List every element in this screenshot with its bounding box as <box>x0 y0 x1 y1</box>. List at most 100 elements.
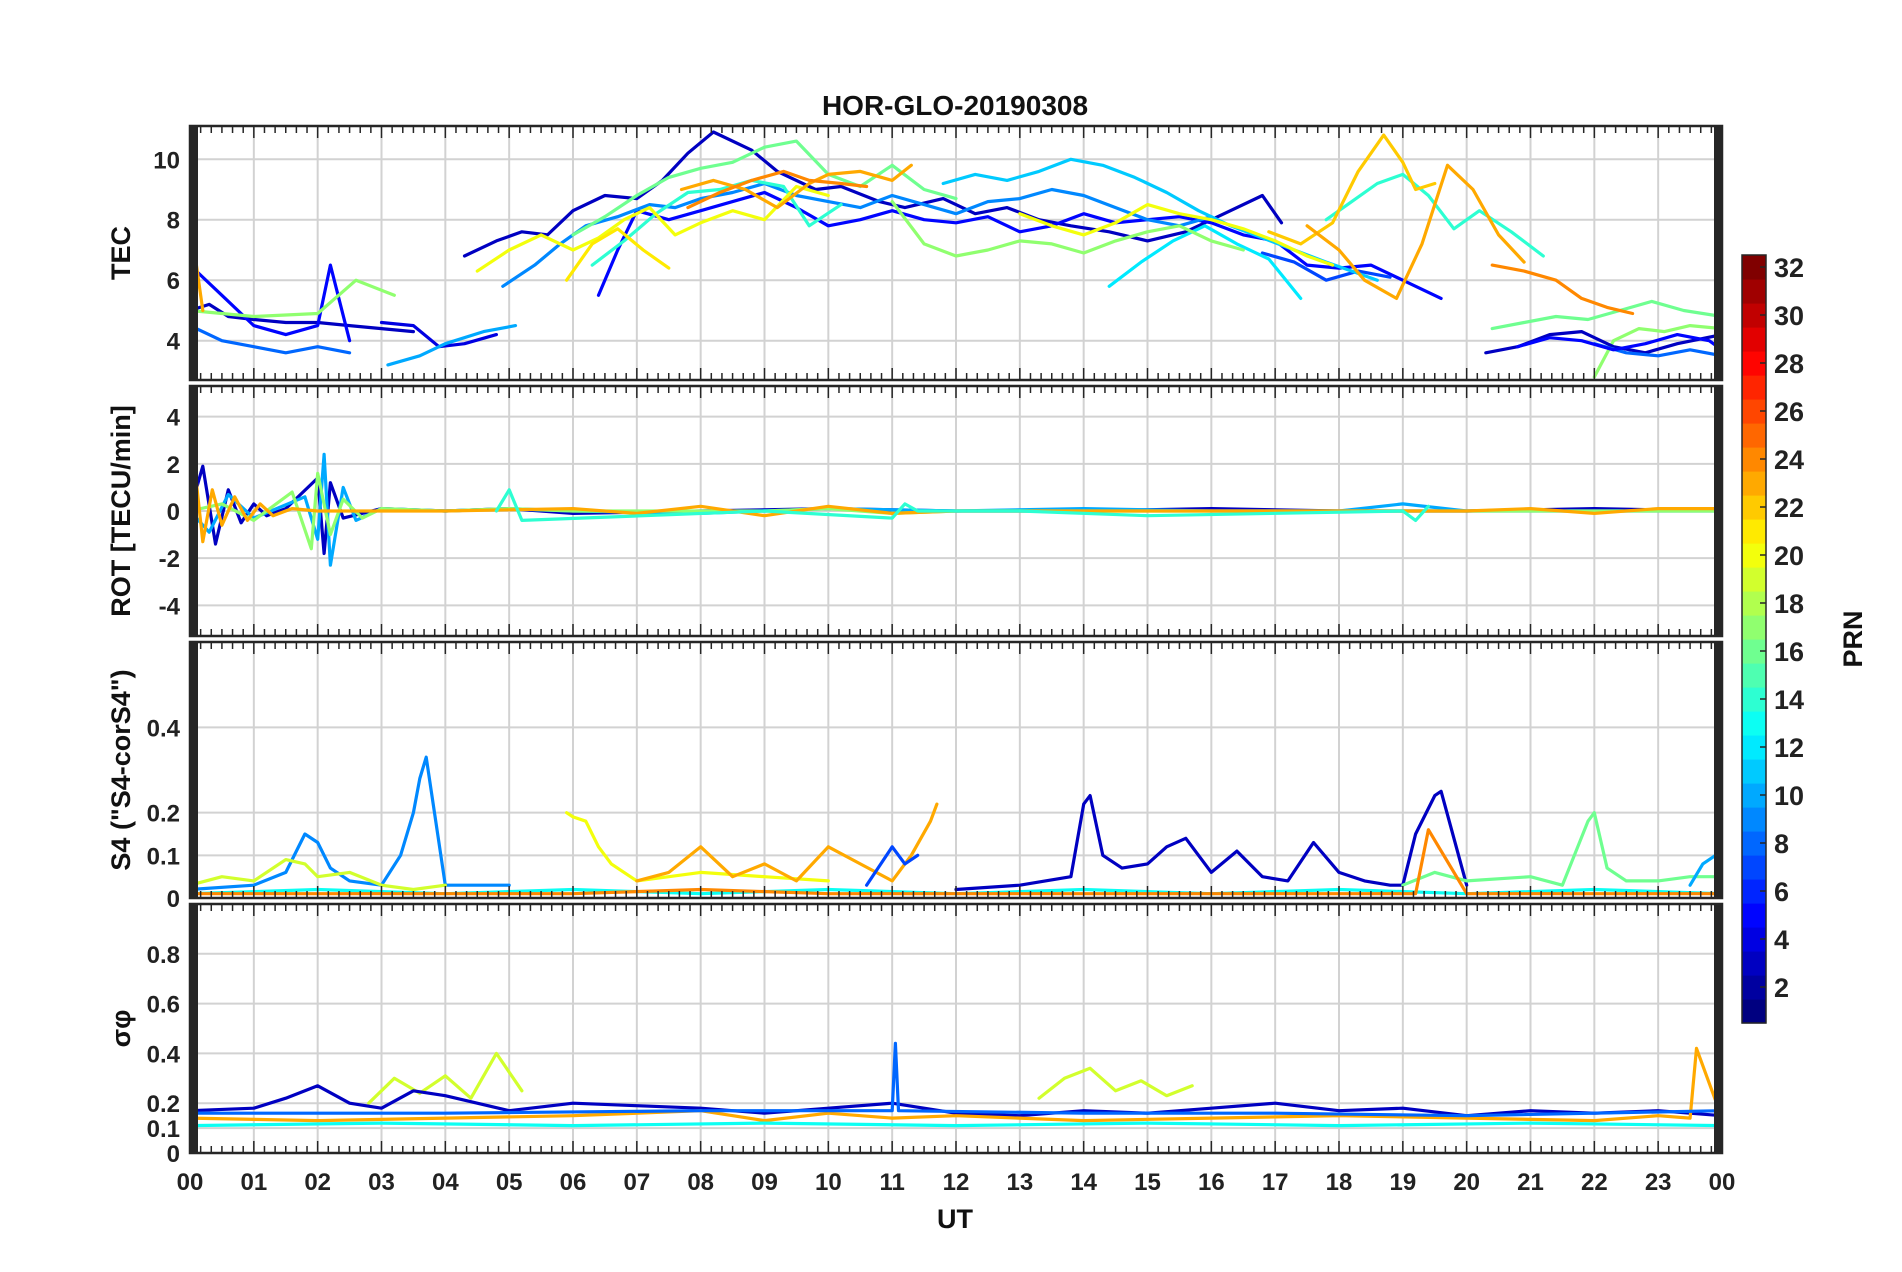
series-prn-19 <box>1037 1066 1194 1100</box>
series-prn-3 <box>462 130 1284 258</box>
x-axis: 00 01 02 03 04 05 06 07 08 09 10 11 12 13 14 15 16 17 18 19… <box>177 1169 1736 1196</box>
series-prn-16 <box>571 139 958 237</box>
series-prn-3 <box>190 1084 1722 1118</box>
colorbar-segment <box>1742 471 1766 496</box>
series-prn-16 <box>1490 299 1722 331</box>
colorbar-tick-label: 30 <box>1774 301 1804 331</box>
series-prn-5 <box>1516 333 1722 352</box>
series-prn-8 <box>190 324 352 355</box>
colorbar-segment <box>1742 951 1766 976</box>
axis-edge-left <box>190 642 198 898</box>
series-prn-19 <box>367 1051 524 1105</box>
series-group <box>190 1041 1722 1128</box>
colorbar-tick-label: 12 <box>1774 733 1804 763</box>
x-tick-label: 21 <box>1517 1169 1544 1196</box>
y-tick-label: -2 <box>159 546 180 573</box>
colorbar-tick-label: 22 <box>1774 493 1804 523</box>
axis-edge-right <box>1714 904 1722 1153</box>
x-tick-label: 00 <box>177 1169 204 1196</box>
colorbar-segment <box>1742 807 1766 832</box>
x-tick-label: 12 <box>943 1169 970 1196</box>
series-prn-24 <box>1490 263 1635 316</box>
colorbar-tick-label: 18 <box>1774 589 1804 619</box>
series-prn-5 <box>190 263 352 343</box>
x-tick-label: 06 <box>560 1169 587 1196</box>
x-tick-label: 14 <box>1070 1169 1097 1196</box>
x-tick-label: 03 <box>368 1169 395 1196</box>
colorbar-segment <box>1742 519 1766 544</box>
colorbar-segment <box>1742 615 1766 640</box>
series-prn-23 <box>1305 163 1526 300</box>
series-prn-17 <box>890 200 1245 258</box>
chart-title: HOR-GLO-20190308 <box>822 90 1088 121</box>
colorbar-tick-label: 28 <box>1774 349 1804 379</box>
colorbar-tick-label: 14 <box>1774 685 1804 715</box>
series-prn-3 <box>190 302 415 334</box>
axis-edge-left <box>190 904 198 1153</box>
x-tick-label: 17 <box>1262 1169 1289 1196</box>
colorbar-tick-label: 16 <box>1774 637 1804 667</box>
colorbar-tick-label: 20 <box>1774 541 1804 571</box>
y-tick-label: 10 <box>153 147 180 174</box>
colorbar-segment <box>1742 999 1766 1024</box>
series-group <box>190 452 1722 567</box>
y-tick-label: 0.1 <box>147 843 180 870</box>
axis-edge-left <box>190 126 198 380</box>
colorbar-segment <box>1742 375 1766 400</box>
series-prn-5 <box>596 190 1443 300</box>
x-tick-label: 22 <box>1581 1169 1608 1196</box>
series-prn-7 <box>864 845 920 887</box>
y-axis-label: TEC <box>106 226 136 280</box>
y-tick-label: 6 <box>167 268 180 295</box>
x-tick-label: 15 <box>1134 1169 1161 1196</box>
x-tick-label: 08 <box>687 1169 714 1196</box>
axis-edge-left <box>190 386 198 636</box>
colorbar-segment <box>1742 327 1766 352</box>
series-prn-14 <box>494 488 1431 523</box>
y-axis-label: ROT [TECU/min] <box>106 405 136 616</box>
colorbar-segment <box>1742 423 1766 448</box>
series-prn-12 <box>1107 224 1303 300</box>
x-tick-label: 13 <box>1006 1169 1033 1196</box>
x-tick-label: 00 <box>1709 1169 1736 1196</box>
x-tick-label: 02 <box>304 1169 331 1196</box>
series-prn-20 <box>564 811 830 883</box>
x-tick-label: 09 <box>751 1169 778 1196</box>
series-prn-8 <box>190 1041 1722 1118</box>
x-tick-label: 16 <box>1198 1169 1225 1196</box>
panel-sigma_phi: 00.10.2 0.4 0.6 0.8 σφ <box>106 902 1724 1168</box>
panel-rot: -4 -2 0 2 4 ROT [TECU/min] <box>106 384 1724 638</box>
y-axis-label: σφ <box>106 1010 136 1048</box>
series-prn-23 <box>635 802 939 883</box>
colorbar-segment <box>1742 903 1766 928</box>
x-tick-label: 11 <box>879 1169 904 1196</box>
series-prn-13 <box>190 1121 1722 1128</box>
x-tick-label: 04 <box>432 1169 459 1196</box>
colorbar-label: PRN <box>1838 610 1868 667</box>
series-prn-7 <box>1260 251 1392 282</box>
series-prn-10 <box>386 324 518 367</box>
y-tick-label: -4 <box>159 593 181 620</box>
y-tick-label: 0 <box>167 1141 180 1168</box>
series-prn-23 <box>190 1046 1722 1123</box>
colorbar-segment <box>1742 567 1766 592</box>
colorbar-frame <box>1741 254 1767 1024</box>
colorbar-tick-label: 26 <box>1774 397 1804 427</box>
series-prn-22 <box>1267 133 1437 246</box>
colorbar-tick-label: 8 <box>1774 829 1789 859</box>
colorbar-tick-label: 10 <box>1774 781 1804 811</box>
colorbar-tick-label: 2 <box>1774 973 1789 1003</box>
x-tick-label: 18 <box>1326 1169 1353 1196</box>
colorbar-segment <box>1742 711 1766 736</box>
y-tick-label: 4 <box>167 405 181 432</box>
series-prn-17 <box>190 278 396 319</box>
series-prn-9 <box>190 755 511 892</box>
y-tick-label: 2 <box>167 452 180 479</box>
y-tick-label: 0 <box>167 886 180 913</box>
series-prn-16 <box>1401 811 1722 887</box>
x-tick-label: 20 <box>1453 1169 1480 1196</box>
series-prn-20 <box>475 184 830 273</box>
